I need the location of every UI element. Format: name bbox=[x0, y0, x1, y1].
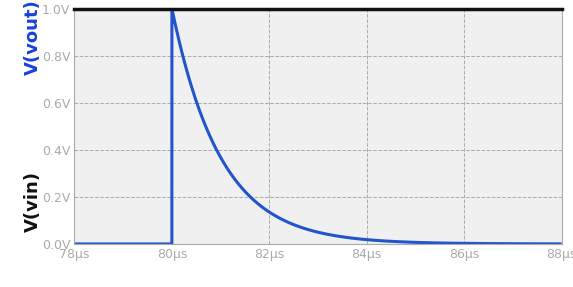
Text: V(vout): V(vout) bbox=[24, 0, 42, 75]
Text: V(vin): V(vin) bbox=[24, 171, 42, 232]
